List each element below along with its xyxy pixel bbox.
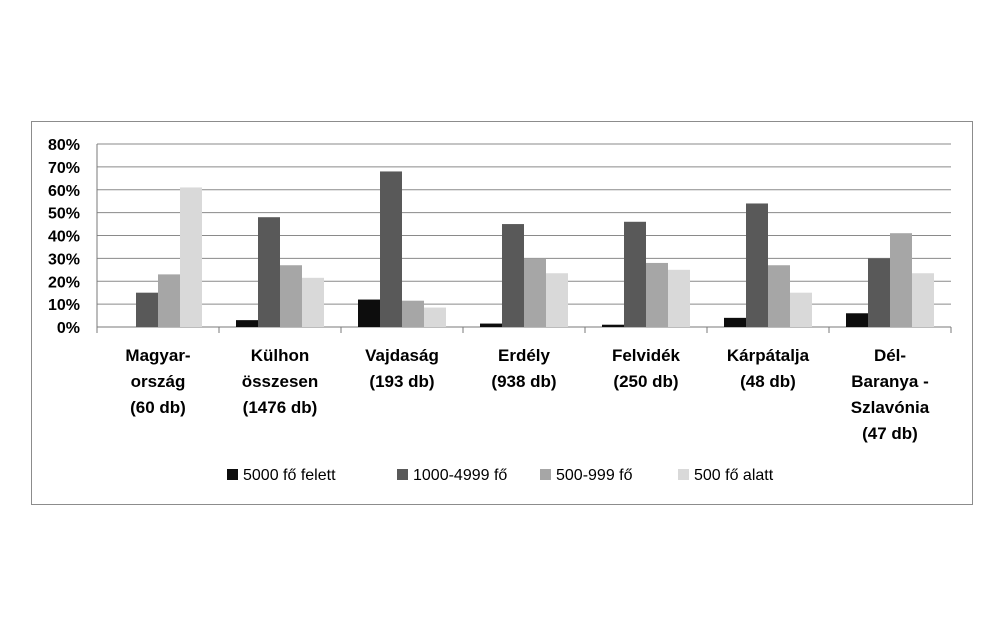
legend-label: 1000-4999 fő xyxy=(413,467,507,484)
bar xyxy=(746,203,768,327)
bar xyxy=(302,277,324,327)
legend-label: 5000 fő felett xyxy=(243,467,336,484)
bar xyxy=(236,320,258,327)
legend-label: 500 fő alatt xyxy=(694,467,774,484)
bar xyxy=(158,274,180,327)
x-tick-label: Magyar- xyxy=(125,346,190,365)
x-tick-label: Vajdaság xyxy=(365,346,439,365)
bar xyxy=(424,307,446,327)
bar xyxy=(380,171,402,327)
y-tick-label: 60% xyxy=(48,183,80,200)
x-tick-label: Baranya - xyxy=(851,372,928,391)
bar xyxy=(546,273,568,327)
legend-swatch xyxy=(678,469,689,480)
bar xyxy=(480,323,502,327)
y-tick-label: 0% xyxy=(57,320,80,337)
x-tick-label: (48 db) xyxy=(740,372,796,391)
y-tick-label: 70% xyxy=(48,160,80,177)
bar xyxy=(602,324,624,327)
bar xyxy=(358,299,380,327)
x-tick-label: Szlavónia xyxy=(851,398,930,417)
x-tick-label: Külhon xyxy=(251,346,310,365)
bar xyxy=(502,224,524,327)
bar xyxy=(668,269,690,327)
bar xyxy=(868,258,890,327)
bar xyxy=(890,233,912,327)
legend-label: 500-999 fő xyxy=(556,467,633,484)
bar xyxy=(846,313,868,327)
bar xyxy=(912,273,934,327)
bar xyxy=(646,262,668,327)
bar xyxy=(624,221,646,327)
x-tick-label: (938 db) xyxy=(491,372,556,391)
bar xyxy=(768,265,790,327)
legend-swatch xyxy=(397,469,408,480)
x-tick-label: Erdély xyxy=(498,346,551,365)
x-tick-label: (193 db) xyxy=(369,372,434,391)
x-tick-label: ország xyxy=(131,372,186,391)
bar xyxy=(180,187,202,327)
chart-frame: 0% 10% 20% 30% 40% 50% 60% 70% 80% Magyar-ország (… xyxy=(31,121,973,505)
legend-swatch xyxy=(227,469,238,480)
y-tick-label: 30% xyxy=(48,251,80,268)
y-tick-label: 50% xyxy=(48,206,80,223)
bar xyxy=(280,265,302,327)
bar xyxy=(790,292,812,327)
x-tick-label: (250 db) xyxy=(613,372,678,391)
x-tick-label: (1476 db) xyxy=(243,398,318,417)
x-tick-label: (47 db) xyxy=(862,424,918,443)
bar xyxy=(402,300,424,327)
y-tick-label: 20% xyxy=(48,274,80,291)
x-tick-label: összesen xyxy=(242,372,319,391)
y-tick-label: 10% xyxy=(48,297,80,314)
x-tick-label: (60 db) xyxy=(130,398,186,417)
y-tick-label: 40% xyxy=(48,229,80,246)
y-tick-label: 80% xyxy=(48,137,80,154)
legend-swatch xyxy=(540,469,551,480)
bar xyxy=(524,258,546,327)
x-tick-label: Dél- xyxy=(874,346,906,365)
x-tick-label: Felvidék xyxy=(612,346,681,365)
x-tick-label: Kárpátalja xyxy=(727,346,810,365)
bar-chart: 0% 10% 20% 30% 40% 50% 60% 70% 80% Magyar-ország (… xyxy=(48,137,952,484)
bar xyxy=(258,217,280,327)
bar xyxy=(724,317,746,327)
bar xyxy=(136,292,158,327)
